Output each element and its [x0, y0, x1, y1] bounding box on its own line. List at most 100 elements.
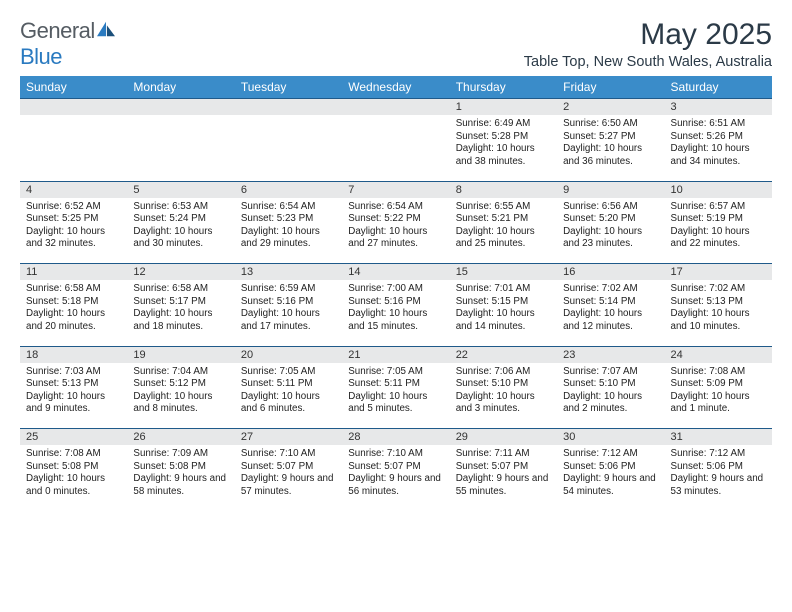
- day-body-cell: Sunrise: 6:56 AMSunset: 5:20 PMDaylight:…: [557, 198, 664, 264]
- day-details: Sunrise: 6:55 AMSunset: 5:21 PMDaylight:…: [450, 198, 557, 255]
- sunset-line: Sunset: 5:11 PM: [241, 378, 336, 391]
- day-details: Sunrise: 6:56 AMSunset: 5:20 PMDaylight:…: [557, 198, 664, 255]
- day-details: Sunrise: 6:50 AMSunset: 5:27 PMDaylight:…: [557, 115, 664, 172]
- week-body-row: Sunrise: 6:49 AMSunset: 5:28 PMDaylight:…: [20, 115, 772, 181]
- daylight-line: Daylight: 10 hours and 3 minutes.: [456, 391, 551, 416]
- dow-header: Friday: [557, 76, 664, 99]
- day-number-cell: 2: [557, 99, 664, 116]
- day-number-cell: 30: [557, 429, 664, 446]
- daylight-line: Daylight: 10 hours and 25 minutes.: [456, 226, 551, 251]
- daylight-line: Daylight: 10 hours and 1 minute.: [671, 391, 766, 416]
- day-number-cell: 9: [557, 181, 664, 198]
- week-body-row: Sunrise: 6:52 AMSunset: 5:25 PMDaylight:…: [20, 198, 772, 264]
- daylight-line: Daylight: 9 hours and 55 minutes.: [456, 473, 551, 498]
- sunset-line: Sunset: 5:24 PM: [133, 213, 228, 226]
- day-details: Sunrise: 6:54 AMSunset: 5:22 PMDaylight:…: [342, 198, 449, 255]
- day-details: Sunrise: 6:53 AMSunset: 5:24 PMDaylight:…: [127, 198, 234, 255]
- sunset-line: Sunset: 5:07 PM: [241, 461, 336, 474]
- sunrise-line: Sunrise: 6:58 AM: [26, 283, 121, 296]
- sunrise-line: Sunrise: 7:03 AM: [26, 366, 121, 379]
- day-body-cell: Sunrise: 7:02 AMSunset: 5:13 PMDaylight:…: [665, 280, 772, 346]
- daylight-line: Daylight: 10 hours and 6 minutes.: [241, 391, 336, 416]
- day-number-cell: 25: [20, 429, 127, 446]
- day-number: 18: [20, 347, 127, 363]
- header: GeneralBlue May 2025 Table Top, New Sout…: [20, 18, 772, 70]
- day-details: Sunrise: 7:04 AMSunset: 5:12 PMDaylight:…: [127, 363, 234, 420]
- sunrise-line: Sunrise: 6:51 AM: [671, 118, 766, 131]
- week-body-row: Sunrise: 7:08 AMSunset: 5:08 PMDaylight:…: [20, 445, 772, 511]
- sunrise-line: Sunrise: 7:04 AM: [133, 366, 228, 379]
- day-details: Sunrise: 6:49 AMSunset: 5:28 PMDaylight:…: [450, 115, 557, 172]
- calendar-body: 123Sunrise: 6:49 AMSunset: 5:28 PMDaylig…: [20, 99, 772, 512]
- day-body-cell: Sunrise: 6:50 AMSunset: 5:27 PMDaylight:…: [557, 115, 664, 181]
- day-details: Sunrise: 7:00 AMSunset: 5:16 PMDaylight:…: [342, 280, 449, 337]
- sunset-line: Sunset: 5:21 PM: [456, 213, 551, 226]
- sunset-line: Sunset: 5:10 PM: [563, 378, 658, 391]
- day-number-cell: [127, 99, 234, 116]
- sunset-line: Sunset: 5:15 PM: [456, 296, 551, 309]
- day-number: 9: [557, 182, 664, 198]
- day-body-cell: Sunrise: 7:12 AMSunset: 5:06 PMDaylight:…: [665, 445, 772, 511]
- day-number: 27: [235, 429, 342, 445]
- day-number: 10: [665, 182, 772, 198]
- day-number: 15: [450, 264, 557, 280]
- day-number-cell: 24: [665, 346, 772, 363]
- day-number: 16: [557, 264, 664, 280]
- sunrise-line: Sunrise: 7:01 AM: [456, 283, 551, 296]
- day-body-cell: Sunrise: 7:05 AMSunset: 5:11 PMDaylight:…: [342, 363, 449, 429]
- daylight-line: Daylight: 10 hours and 8 minutes.: [133, 391, 228, 416]
- sunset-line: Sunset: 5:11 PM: [348, 378, 443, 391]
- sunrise-line: Sunrise: 6:55 AM: [456, 201, 551, 214]
- sunrise-line: Sunrise: 6:59 AM: [241, 283, 336, 296]
- day-body-cell: Sunrise: 6:58 AMSunset: 5:17 PMDaylight:…: [127, 280, 234, 346]
- daylight-line: Daylight: 10 hours and 38 minutes.: [456, 143, 551, 168]
- sail-icon: [95, 20, 117, 38]
- week-body-row: Sunrise: 7:03 AMSunset: 5:13 PMDaylight:…: [20, 363, 772, 429]
- daylight-line: Daylight: 10 hours and 30 minutes.: [133, 226, 228, 251]
- day-number: 6: [235, 182, 342, 198]
- dow-header: Monday: [127, 76, 234, 99]
- sunrise-line: Sunrise: 7:07 AM: [563, 366, 658, 379]
- daylight-line: Daylight: 10 hours and 14 minutes.: [456, 308, 551, 333]
- calendar-head: SundayMondayTuesdayWednesdayThursdayFrid…: [20, 76, 772, 99]
- day-body-cell: Sunrise: 6:57 AMSunset: 5:19 PMDaylight:…: [665, 198, 772, 264]
- day-details: Sunrise: 7:05 AMSunset: 5:11 PMDaylight:…: [235, 363, 342, 420]
- sunset-line: Sunset: 5:16 PM: [241, 296, 336, 309]
- day-number-cell: 28: [342, 429, 449, 446]
- sunset-line: Sunset: 5:19 PM: [671, 213, 766, 226]
- day-details: Sunrise: 6:51 AMSunset: 5:26 PMDaylight:…: [665, 115, 772, 172]
- day-details: Sunrise: 6:54 AMSunset: 5:23 PMDaylight:…: [235, 198, 342, 255]
- day-body-cell: Sunrise: 6:54 AMSunset: 5:22 PMDaylight:…: [342, 198, 449, 264]
- sunrise-line: Sunrise: 7:10 AM: [348, 448, 443, 461]
- sunset-line: Sunset: 5:10 PM: [456, 378, 551, 391]
- daylight-line: Daylight: 10 hours and 2 minutes.: [563, 391, 658, 416]
- day-number: 28: [342, 429, 449, 445]
- day-number-cell: 21: [342, 346, 449, 363]
- calendar-table: SundayMondayTuesdayWednesdayThursdayFrid…: [20, 76, 772, 511]
- sunset-line: Sunset: 5:13 PM: [671, 296, 766, 309]
- day-body-cell: Sunrise: 7:05 AMSunset: 5:11 PMDaylight:…: [235, 363, 342, 429]
- sunset-line: Sunset: 5:12 PM: [133, 378, 228, 391]
- dow-header: Saturday: [665, 76, 772, 99]
- day-number-cell: 1: [450, 99, 557, 116]
- day-number: 22: [450, 347, 557, 363]
- day-number: 11: [20, 264, 127, 280]
- sunset-line: Sunset: 5:16 PM: [348, 296, 443, 309]
- day-body-cell: Sunrise: 7:06 AMSunset: 5:10 PMDaylight:…: [450, 363, 557, 429]
- sunrise-line: Sunrise: 6:58 AM: [133, 283, 228, 296]
- day-number-cell: 7: [342, 181, 449, 198]
- day-details: Sunrise: 7:06 AMSunset: 5:10 PMDaylight:…: [450, 363, 557, 420]
- day-number: 7: [342, 182, 449, 198]
- day-body-cell: Sunrise: 6:51 AMSunset: 5:26 PMDaylight:…: [665, 115, 772, 181]
- daylight-line: Daylight: 10 hours and 20 minutes.: [26, 308, 121, 333]
- daylight-line: Daylight: 10 hours and 34 minutes.: [671, 143, 766, 168]
- sunrise-line: Sunrise: 6:54 AM: [241, 201, 336, 214]
- sunrise-line: Sunrise: 7:06 AM: [456, 366, 551, 379]
- day-number-cell: 8: [450, 181, 557, 198]
- day-body-cell: [20, 115, 127, 181]
- day-body-cell: Sunrise: 6:55 AMSunset: 5:21 PMDaylight:…: [450, 198, 557, 264]
- sunrise-line: Sunrise: 7:09 AM: [133, 448, 228, 461]
- sunset-line: Sunset: 5:23 PM: [241, 213, 336, 226]
- day-number: 24: [665, 347, 772, 363]
- dow-header: Thursday: [450, 76, 557, 99]
